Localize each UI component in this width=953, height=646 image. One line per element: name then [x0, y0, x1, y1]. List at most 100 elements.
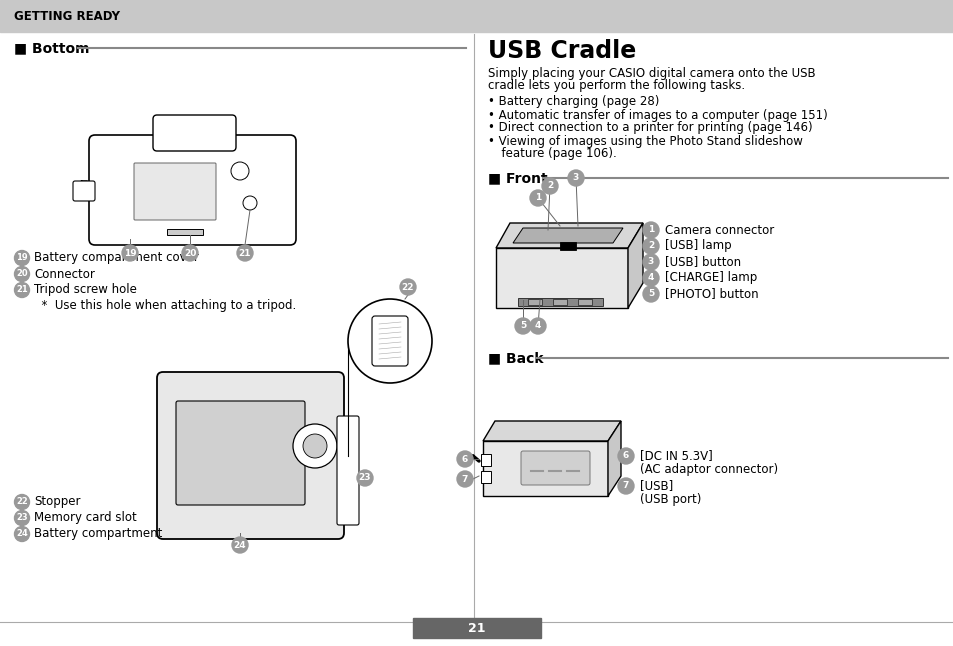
FancyBboxPatch shape: [73, 181, 95, 201]
Circle shape: [515, 318, 531, 334]
Text: 20: 20: [16, 269, 28, 278]
Text: *  Use this hole when attaching to a tripod.: * Use this hole when attaching to a trip…: [34, 300, 296, 313]
Text: • Automatic transfer of images to a computer (page 151): • Automatic transfer of images to a comp…: [488, 109, 827, 121]
FancyBboxPatch shape: [157, 372, 344, 539]
Circle shape: [14, 526, 30, 541]
Circle shape: [14, 282, 30, 298]
Bar: [527, 299, 541, 305]
Polygon shape: [496, 223, 642, 248]
Text: Battery compartment: Battery compartment: [34, 528, 162, 541]
FancyBboxPatch shape: [133, 163, 215, 220]
Text: 6: 6: [622, 452, 628, 461]
Text: Stopper: Stopper: [34, 495, 80, 508]
Text: 21: 21: [468, 621, 485, 634]
Text: ■ Bottom: ■ Bottom: [14, 41, 90, 55]
Text: ■ Front: ■ Front: [488, 171, 547, 185]
FancyBboxPatch shape: [152, 115, 235, 151]
Text: • Direct connection to a printer for printing (page 146): • Direct connection to a printer for pri…: [488, 121, 812, 134]
Text: 4: 4: [535, 322, 540, 331]
Circle shape: [182, 245, 198, 261]
Text: [CHARGE] lamp: [CHARGE] lamp: [664, 271, 757, 284]
Text: Battery compartment cover: Battery compartment cover: [34, 251, 198, 264]
Text: [USB] button: [USB] button: [664, 256, 740, 269]
Text: • Viewing of images using the Photo Stand slideshow: • Viewing of images using the Photo Stan…: [488, 134, 802, 147]
Text: • Battery charging (page 28): • Battery charging (page 28): [488, 96, 659, 109]
Text: 7: 7: [622, 481, 629, 490]
Circle shape: [642, 270, 659, 286]
Bar: [559, 242, 576, 250]
Text: 24: 24: [16, 530, 28, 539]
Circle shape: [541, 178, 558, 194]
Circle shape: [456, 471, 473, 487]
Text: 5: 5: [519, 322, 525, 331]
Circle shape: [14, 251, 30, 266]
Bar: [553, 299, 566, 305]
Text: 19: 19: [16, 253, 28, 262]
Text: 20: 20: [184, 249, 196, 258]
Text: [USB]: [USB]: [639, 479, 673, 492]
Text: 4: 4: [647, 273, 654, 282]
FancyBboxPatch shape: [89, 135, 295, 245]
Bar: [480, 454, 491, 466]
Circle shape: [348, 299, 432, 383]
Text: (AC adaptor connector): (AC adaptor connector): [639, 463, 778, 477]
Text: 2: 2: [647, 242, 654, 251]
Text: Simply placing your CASIO digital camera onto the USB: Simply placing your CASIO digital camera…: [488, 67, 815, 79]
Circle shape: [14, 267, 30, 282]
Text: cradle lets you perform the following tasks.: cradle lets you perform the following ta…: [488, 79, 744, 92]
Circle shape: [642, 254, 659, 270]
Circle shape: [231, 162, 249, 180]
Text: 1: 1: [535, 194, 540, 202]
Circle shape: [530, 318, 545, 334]
Circle shape: [530, 190, 545, 206]
Text: 23: 23: [358, 474, 371, 483]
Circle shape: [243, 196, 256, 210]
Bar: [167, 229, 203, 235]
Circle shape: [356, 470, 373, 486]
Circle shape: [567, 170, 583, 186]
Text: [DC IN 5.3V]: [DC IN 5.3V]: [639, 450, 712, 463]
Text: USB Cradle: USB Cradle: [488, 39, 636, 63]
Polygon shape: [607, 421, 620, 496]
Text: 6: 6: [461, 455, 468, 463]
Circle shape: [293, 424, 336, 468]
Text: 2: 2: [546, 182, 553, 191]
Text: 22: 22: [16, 497, 28, 506]
Bar: [578, 299, 592, 305]
Text: 1: 1: [647, 225, 654, 234]
Text: Tripod screw hole: Tripod screw hole: [34, 284, 136, 297]
Text: 3: 3: [572, 174, 578, 183]
Polygon shape: [627, 223, 642, 308]
Circle shape: [642, 222, 659, 238]
FancyBboxPatch shape: [175, 401, 305, 505]
Text: 21: 21: [238, 249, 251, 258]
Text: [USB] lamp: [USB] lamp: [664, 240, 731, 253]
Circle shape: [14, 510, 30, 525]
Text: (USB port): (USB port): [639, 494, 700, 506]
Text: 22: 22: [401, 282, 414, 291]
Polygon shape: [482, 421, 620, 441]
FancyBboxPatch shape: [520, 451, 589, 485]
Circle shape: [14, 494, 30, 510]
Text: Camera connector: Camera connector: [664, 224, 774, 236]
Circle shape: [456, 451, 473, 467]
Text: Memory card slot: Memory card slot: [34, 512, 136, 525]
Text: ■ Back: ■ Back: [488, 351, 543, 365]
Polygon shape: [513, 228, 622, 243]
Text: 19: 19: [124, 249, 136, 258]
Text: 5: 5: [647, 289, 654, 298]
Text: GETTING READY: GETTING READY: [14, 10, 120, 23]
Circle shape: [303, 434, 327, 458]
Text: 23: 23: [16, 514, 28, 523]
Text: 3: 3: [647, 258, 654, 267]
Circle shape: [618, 448, 634, 464]
Bar: [517, 298, 602, 306]
Circle shape: [232, 537, 248, 553]
Text: feature (page 106).: feature (page 106).: [494, 147, 616, 160]
Bar: [413, 618, 540, 638]
Text: 21: 21: [16, 286, 28, 295]
Polygon shape: [496, 248, 627, 308]
Text: 7: 7: [461, 475, 468, 483]
Circle shape: [642, 238, 659, 254]
Circle shape: [236, 245, 253, 261]
